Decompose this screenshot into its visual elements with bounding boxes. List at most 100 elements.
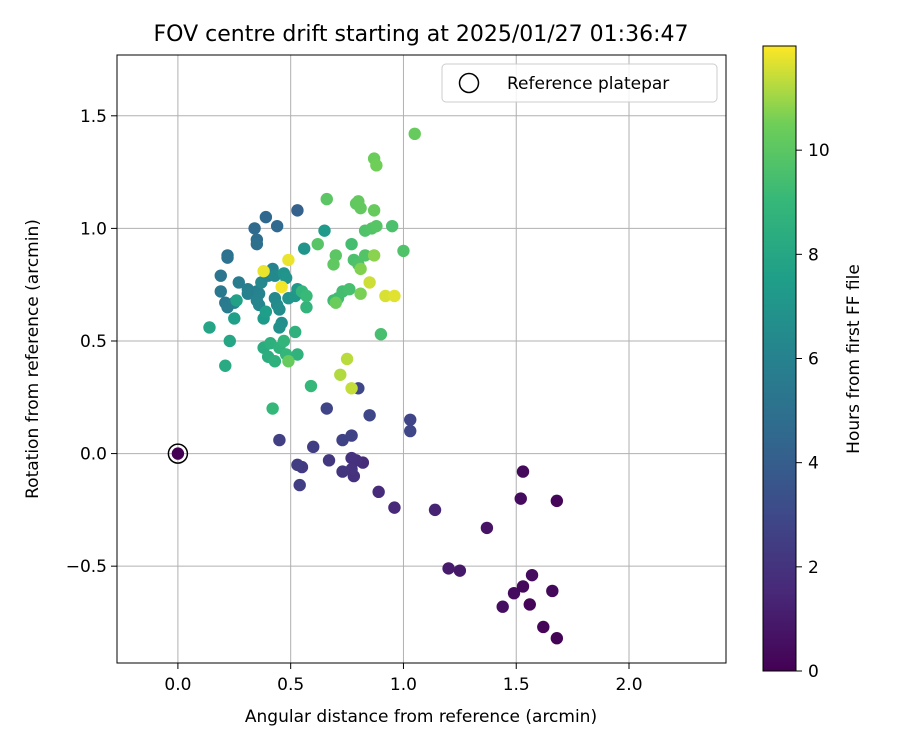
x-tick-label: 0.0 (164, 675, 191, 695)
data-point (320, 402, 333, 415)
colorbar-tick-label: 6 (808, 350, 819, 370)
data-point (228, 312, 241, 325)
colorbar-tick-label: 10 (808, 141, 830, 161)
colorbar-tick-label: 8 (808, 245, 819, 265)
y-axis-label: Rotation from reference (arcmin) (23, 219, 43, 499)
data-point (223, 334, 236, 348)
colorbar-gradient (762, 45, 797, 672)
data-point (293, 478, 306, 492)
data-point (453, 564, 467, 577)
data-point (214, 285, 227, 298)
legend-box (441, 63, 718, 103)
x-axis-label: Angular distance from reference (arcmin) (245, 707, 597, 727)
data-point (379, 289, 392, 303)
reference-start-point (171, 447, 185, 460)
data-point (370, 159, 383, 172)
data-point (358, 249, 372, 262)
data-point (275, 280, 288, 294)
data-point (345, 451, 358, 465)
data-point (550, 632, 564, 645)
data-point (291, 204, 304, 217)
data-point (291, 458, 304, 472)
reference-platepar-marker (167, 443, 189, 464)
colorbar-ticks: 0 2 4 6 8 10 (796, 141, 830, 682)
colorbar-tick-label: 0 (808, 662, 819, 682)
data-point (428, 503, 442, 517)
colorbar: 0 2 4 6 8 10 Hours from first FF file (762, 45, 864, 682)
data-point (273, 321, 286, 334)
data-point (507, 586, 521, 600)
data-point (311, 237, 324, 251)
data-point (248, 222, 261, 235)
data-points (203, 127, 564, 645)
data-point (523, 598, 536, 611)
x-tick-label: 0.5 (277, 675, 304, 695)
data-point (340, 352, 354, 366)
data-point (273, 303, 286, 316)
data-point (230, 294, 243, 307)
data-point (288, 325, 302, 339)
data-point (232, 276, 245, 289)
data-point (221, 251, 234, 264)
chart-title: FOV centre drift starting at 2025/01/27 … (154, 22, 689, 47)
data-point (496, 600, 509, 613)
data-point (300, 289, 313, 303)
data-point (367, 249, 381, 262)
legend-entry-reference-platepar: Reference platepar (507, 74, 669, 94)
data-point (480, 521, 494, 535)
data-point (307, 440, 320, 454)
data-point (525, 568, 539, 582)
data-point (397, 244, 410, 258)
data-point (334, 368, 347, 381)
data-point (388, 501, 401, 514)
data-point (404, 413, 417, 426)
data-point (336, 465, 349, 478)
data-point (270, 219, 284, 233)
legend-reference-marker (458, 72, 480, 94)
data-point (442, 562, 455, 575)
y-tick-label: 1.5 (80, 107, 107, 127)
x-tick-label: 1.5 (503, 675, 530, 695)
data-point (318, 224, 331, 237)
data-point (537, 620, 550, 634)
colorbar-tick-label: 2 (808, 558, 819, 578)
colorbar-tick-label: 4 (808, 454, 819, 474)
colorbar-label: Hours from first FF file (844, 264, 864, 454)
data-point (282, 355, 295, 368)
data-point (408, 127, 421, 141)
data-point (354, 201, 367, 215)
x-axis-ticks: 0.0 0.5 1.0 1.5 2.0 (164, 663, 643, 695)
data-point (388, 289, 401, 303)
data-point (277, 334, 291, 348)
data-point (354, 262, 367, 276)
x-tick-label: 2.0 (615, 675, 642, 695)
y-tick-label: 1.0 (80, 219, 107, 239)
plot-frame (116, 54, 727, 664)
data-point (516, 465, 530, 478)
data-point (298, 242, 311, 255)
data-point (219, 359, 232, 372)
y-tick-label: −0.5 (66, 557, 107, 577)
data-point (354, 287, 367, 300)
data-point (300, 301, 313, 314)
data-point (322, 454, 336, 467)
data-point (363, 409, 376, 422)
data-point (516, 580, 530, 593)
data-point (385, 219, 399, 233)
x-tick-label: 1.0 (390, 675, 417, 695)
data-point (291, 348, 304, 361)
data-point (550, 494, 564, 508)
data-point (345, 237, 358, 251)
data-point (367, 204, 381, 217)
data-point (370, 219, 383, 233)
data-point (320, 192, 333, 206)
data-point (372, 485, 385, 499)
data-point (345, 382, 358, 395)
data-point (250, 237, 264, 251)
data-point (514, 492, 527, 505)
data-point (273, 433, 286, 447)
data-point (259, 305, 273, 318)
data-point (203, 321, 216, 334)
